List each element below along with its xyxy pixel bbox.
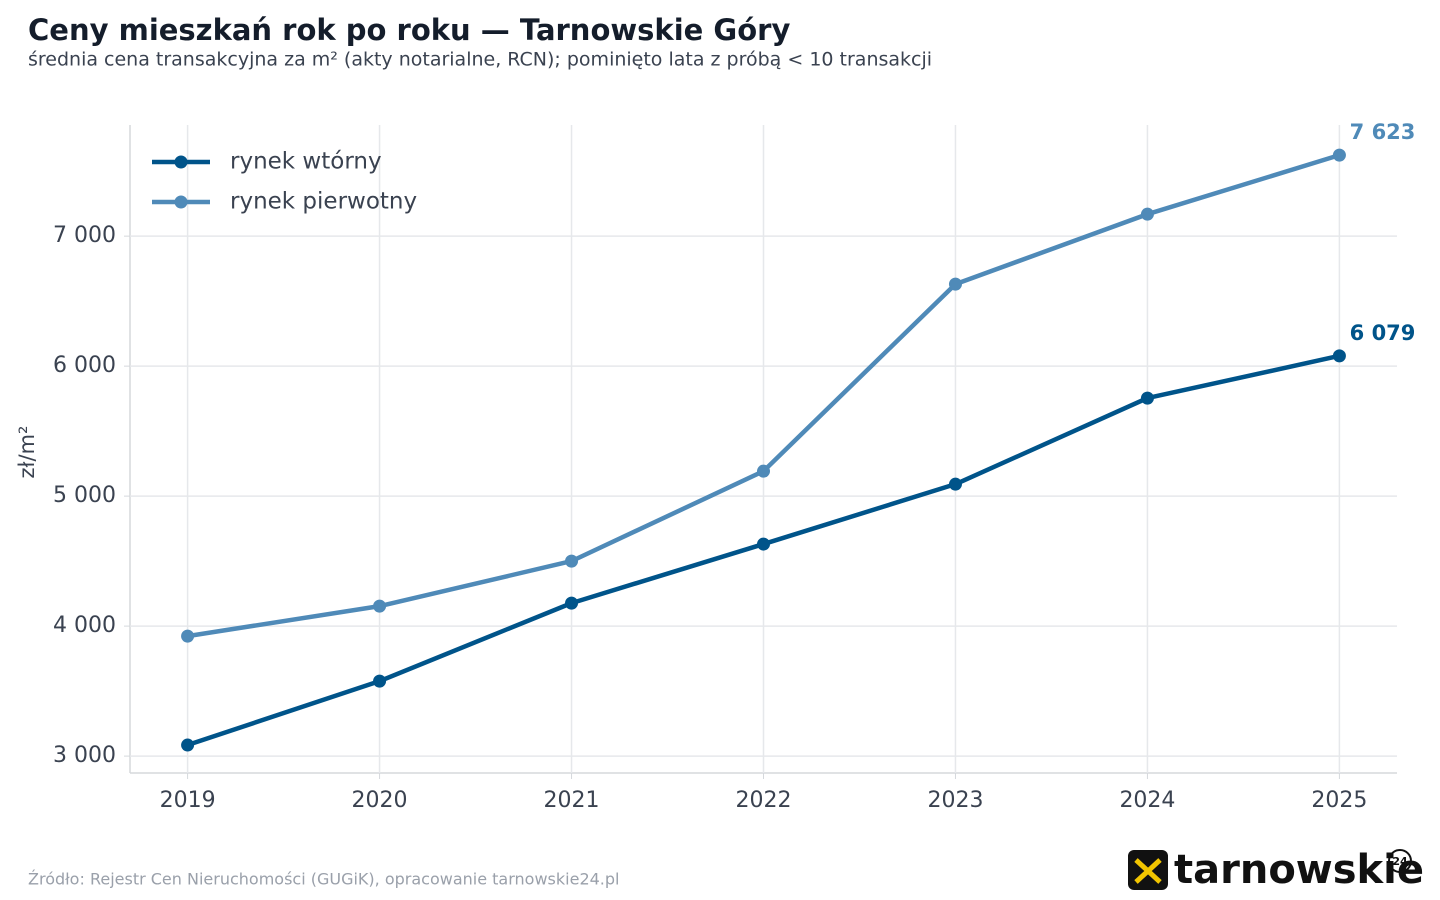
y-tick-label: 7 000 <box>53 223 116 248</box>
data-point <box>373 599 387 613</box>
data-point <box>948 277 962 291</box>
x-tick-label: 2021 <box>544 788 600 813</box>
x-tick-label: 2020 <box>352 788 408 813</box>
source-note: Źródło: Rejestr Cen Nieruchomości (GUGiK… <box>28 870 619 889</box>
data-point <box>565 554 579 568</box>
logo-badge: 24 <box>1392 855 1408 868</box>
y-tick-label: 6 000 <box>53 353 116 378</box>
x-tick-label: 2022 <box>736 788 792 813</box>
y-axis-label: zł/m² <box>15 426 39 479</box>
data-point <box>565 596 579 610</box>
chart-title: Ceny mieszkań rok po roku — Tarnowskie G… <box>28 13 790 47</box>
x-tick-label: 2024 <box>1119 788 1175 813</box>
logo-hammers <box>1134 858 1162 884</box>
data-point <box>948 477 962 491</box>
logo: tarnowskie 24 <box>1128 847 1424 893</box>
logo-text: tarnowskie <box>1174 847 1424 893</box>
chart-subtitle: średnia cena transakcyjna za m² (akty no… <box>28 49 932 71</box>
x-tick-label: 2023 <box>927 788 983 813</box>
legend-marker <box>174 195 188 209</box>
data-point <box>373 674 387 688</box>
legend-marker <box>174 155 188 169</box>
y-tick-label: 3 000 <box>53 743 116 768</box>
data-point <box>181 629 195 643</box>
legend-label: rynek pierwotny <box>230 189 417 215</box>
legend-label: rynek wtórny <box>230 149 382 175</box>
value-label: 7 623 <box>1350 120 1416 144</box>
x-tick-label: 2019 <box>160 788 216 813</box>
x-tick-label: 2025 <box>1311 788 1367 813</box>
y-tick-label: 4 000 <box>53 613 116 638</box>
data-point <box>757 464 770 478</box>
data-point <box>1140 391 1154 405</box>
data-point <box>181 738 195 752</box>
y-tick-label: 5 000 <box>53 483 116 508</box>
data-point <box>1140 207 1154 221</box>
logo-badge-ring <box>1388 849 1412 873</box>
data-point <box>757 537 770 551</box>
data-point <box>1332 148 1346 162</box>
value-label: 6 079 <box>1350 321 1416 345</box>
data-point <box>1332 349 1346 363</box>
